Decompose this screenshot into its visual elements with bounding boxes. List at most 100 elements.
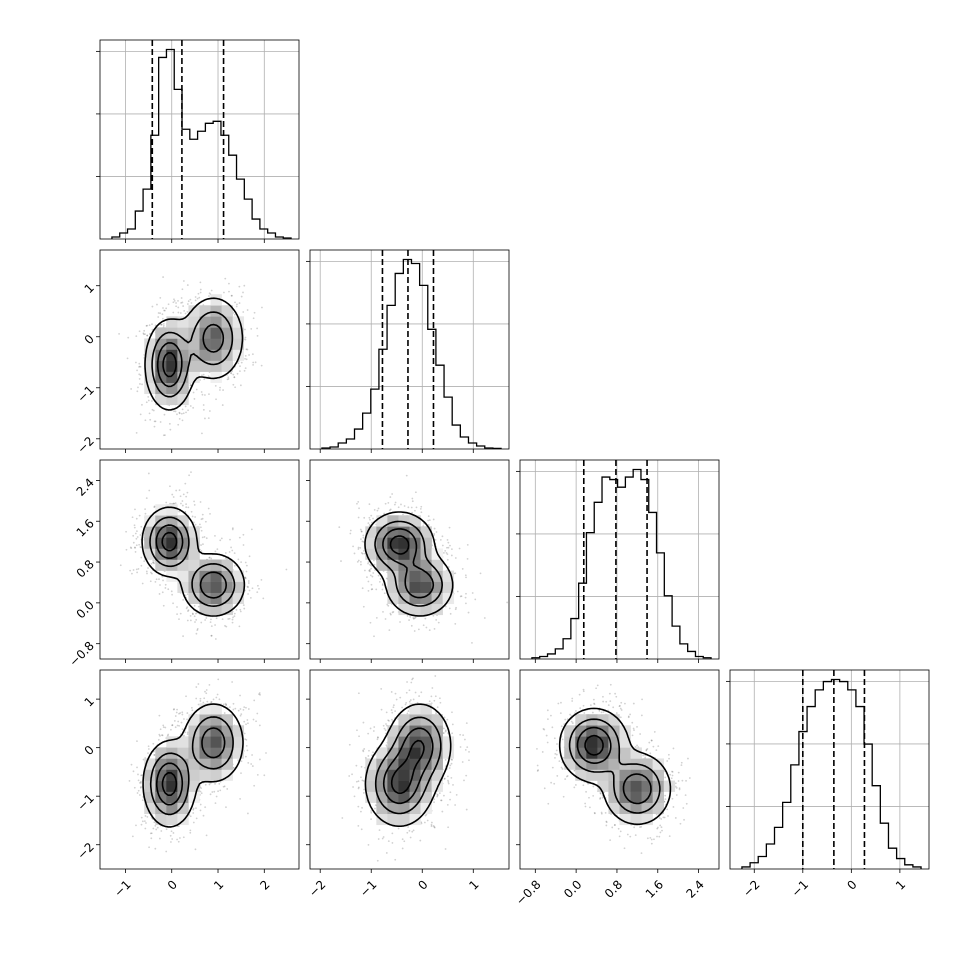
scatter-point	[195, 388, 198, 391]
scatter-point	[178, 411, 181, 414]
scatter-point	[173, 410, 175, 413]
scatter-point	[202, 543, 204, 546]
scatter-point	[425, 626, 428, 629]
scatter-point	[167, 588, 170, 591]
scatter-point	[238, 302, 241, 304]
scatter-point	[172, 502, 175, 505]
scatter-point	[228, 290, 230, 293]
scatter-point	[146, 572, 148, 575]
scatter-point	[169, 485, 171, 488]
scatter-point	[154, 455, 156, 457]
density-cell	[188, 791, 200, 803]
scatter-point	[184, 510, 187, 513]
scatter-point	[373, 563, 376, 566]
density-cell	[177, 349, 189, 361]
scatter-point	[210, 701, 213, 703]
scatter-point	[370, 588, 373, 591]
scatter-point	[369, 563, 371, 566]
scatter-point	[374, 807, 376, 810]
scatter-point	[446, 539, 449, 541]
density-cell	[188, 714, 200, 726]
scatter-point	[382, 611, 384, 613]
scatter-point	[467, 611, 470, 614]
scatter-point	[146, 324, 149, 327]
scatter-point	[173, 298, 175, 301]
scatter-point	[412, 616, 415, 619]
scatter-point	[148, 489, 151, 492]
scatter-point	[387, 502, 390, 504]
contour-level-3	[161, 772, 178, 796]
scatter-point	[132, 534, 135, 537]
scatter-point	[432, 518, 435, 521]
scatter-point	[126, 357, 129, 360]
scatter-point	[454, 572, 457, 575]
density-cell	[199, 360, 211, 372]
scatter-point	[251, 765, 254, 767]
density-cell	[155, 327, 167, 339]
scatter-point	[151, 572, 153, 575]
scatter-point	[164, 587, 167, 589]
scatter-point	[209, 513, 211, 515]
scatter-point	[204, 619, 207, 621]
density-cell	[155, 515, 167, 527]
scatter-point	[370, 514, 373, 517]
scatter-point	[153, 505, 156, 508]
density-cell	[166, 526, 178, 538]
contour-level-1	[149, 716, 234, 816]
scatter-point	[138, 366, 140, 368]
density-cell	[199, 327, 211, 339]
density-cell	[155, 791, 167, 803]
density-frame-1	[99, 459, 300, 660]
scatter-point	[370, 564, 373, 567]
scatter-point	[424, 617, 427, 620]
scatter-point	[244, 576, 247, 579]
scatter-point	[190, 706, 193, 709]
scatter-point	[153, 754, 156, 756]
scatter-point	[190, 510, 193, 513]
scatter-point	[149, 832, 152, 835]
scatter-point	[372, 572, 375, 574]
scatter-point	[132, 770, 135, 773]
scatter-point	[216, 548, 219, 551]
scatter-point	[244, 576, 246, 579]
scatter-point	[433, 627, 436, 630]
scatter-point	[182, 635, 184, 638]
scatter-point	[141, 820, 144, 823]
scatter-point	[192, 406, 195, 409]
scatter-point	[393, 503, 396, 506]
scatter-point	[139, 780, 142, 783]
scatter-point	[439, 538, 442, 541]
scatter-point	[189, 384, 192, 386]
scatter-point	[387, 604, 390, 607]
scatter-point	[199, 281, 202, 284]
density-cell	[210, 736, 222, 748]
scatter-point	[239, 370, 241, 373]
scatter-point	[197, 683, 200, 685]
scatter-point	[144, 508, 146, 510]
histogram-panel-1	[306, 249, 510, 450]
scatter-point	[406, 614, 409, 617]
scatter-point	[242, 533, 245, 536]
density-cell	[221, 758, 233, 770]
density-cell	[221, 570, 233, 582]
density-cell	[177, 548, 189, 560]
scatter-point	[244, 367, 247, 370]
density-inner-2	[338, 474, 509, 644]
scatter-point	[246, 749, 249, 752]
scatter-point	[261, 306, 263, 309]
scatter-point	[173, 708, 175, 710]
scatter-point	[203, 536, 206, 538]
scatter-point	[151, 305, 154, 308]
density-cell	[365, 548, 377, 560]
scatter-point	[177, 311, 180, 314]
scatter-point	[150, 571, 152, 574]
scatter-point	[247, 762, 250, 764]
scatter-point	[178, 712, 180, 715]
density-cell	[387, 526, 399, 538]
scatter-point	[182, 305, 185, 307]
scatter-point	[235, 609, 238, 611]
scatter-point	[188, 666, 190, 668]
scatter-point	[139, 786, 142, 789]
scatter-point	[132, 569, 135, 571]
histogram-panel-3	[726, 669, 930, 870]
